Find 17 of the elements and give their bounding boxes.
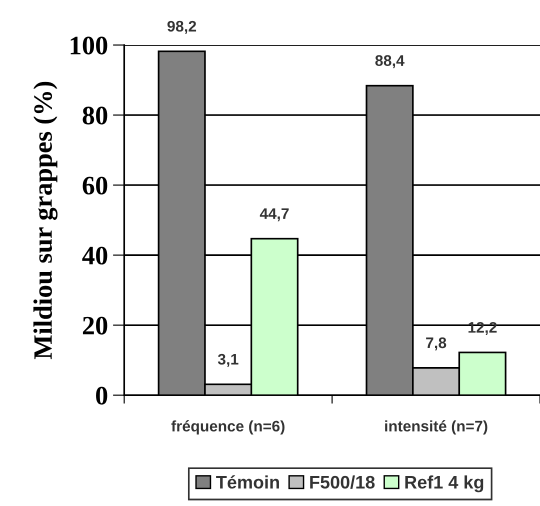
- x-tick-label: intensité (n=7): [385, 420, 488, 435]
- y-tick-label: 80: [82, 106, 108, 124]
- data-label: 7,8: [426, 337, 446, 350]
- data-label: 98,2: [167, 20, 196, 34]
- y-axis-title: Mildiou sur grappes (%): [33, 82, 58, 360]
- legend-label: F500/18: [310, 475, 375, 489]
- data-label: 3,1: [218, 354, 238, 367]
- data-label: 88,4: [375, 55, 404, 68]
- y-tick-label: 100: [70, 36, 108, 54]
- data-label: 44,7: [260, 208, 289, 222]
- x-tick-label: fréquence (n=6): [171, 420, 284, 435]
- y-tick-label: 0: [96, 386, 108, 405]
- y-tick-label: 20: [82, 316, 108, 335]
- y-tick-label: 40: [82, 246, 108, 265]
- y-tick-label: 60: [82, 176, 108, 195]
- legend-label: Ref1 4 kg: [405, 475, 484, 492]
- legend-label: Témoin: [216, 475, 279, 489]
